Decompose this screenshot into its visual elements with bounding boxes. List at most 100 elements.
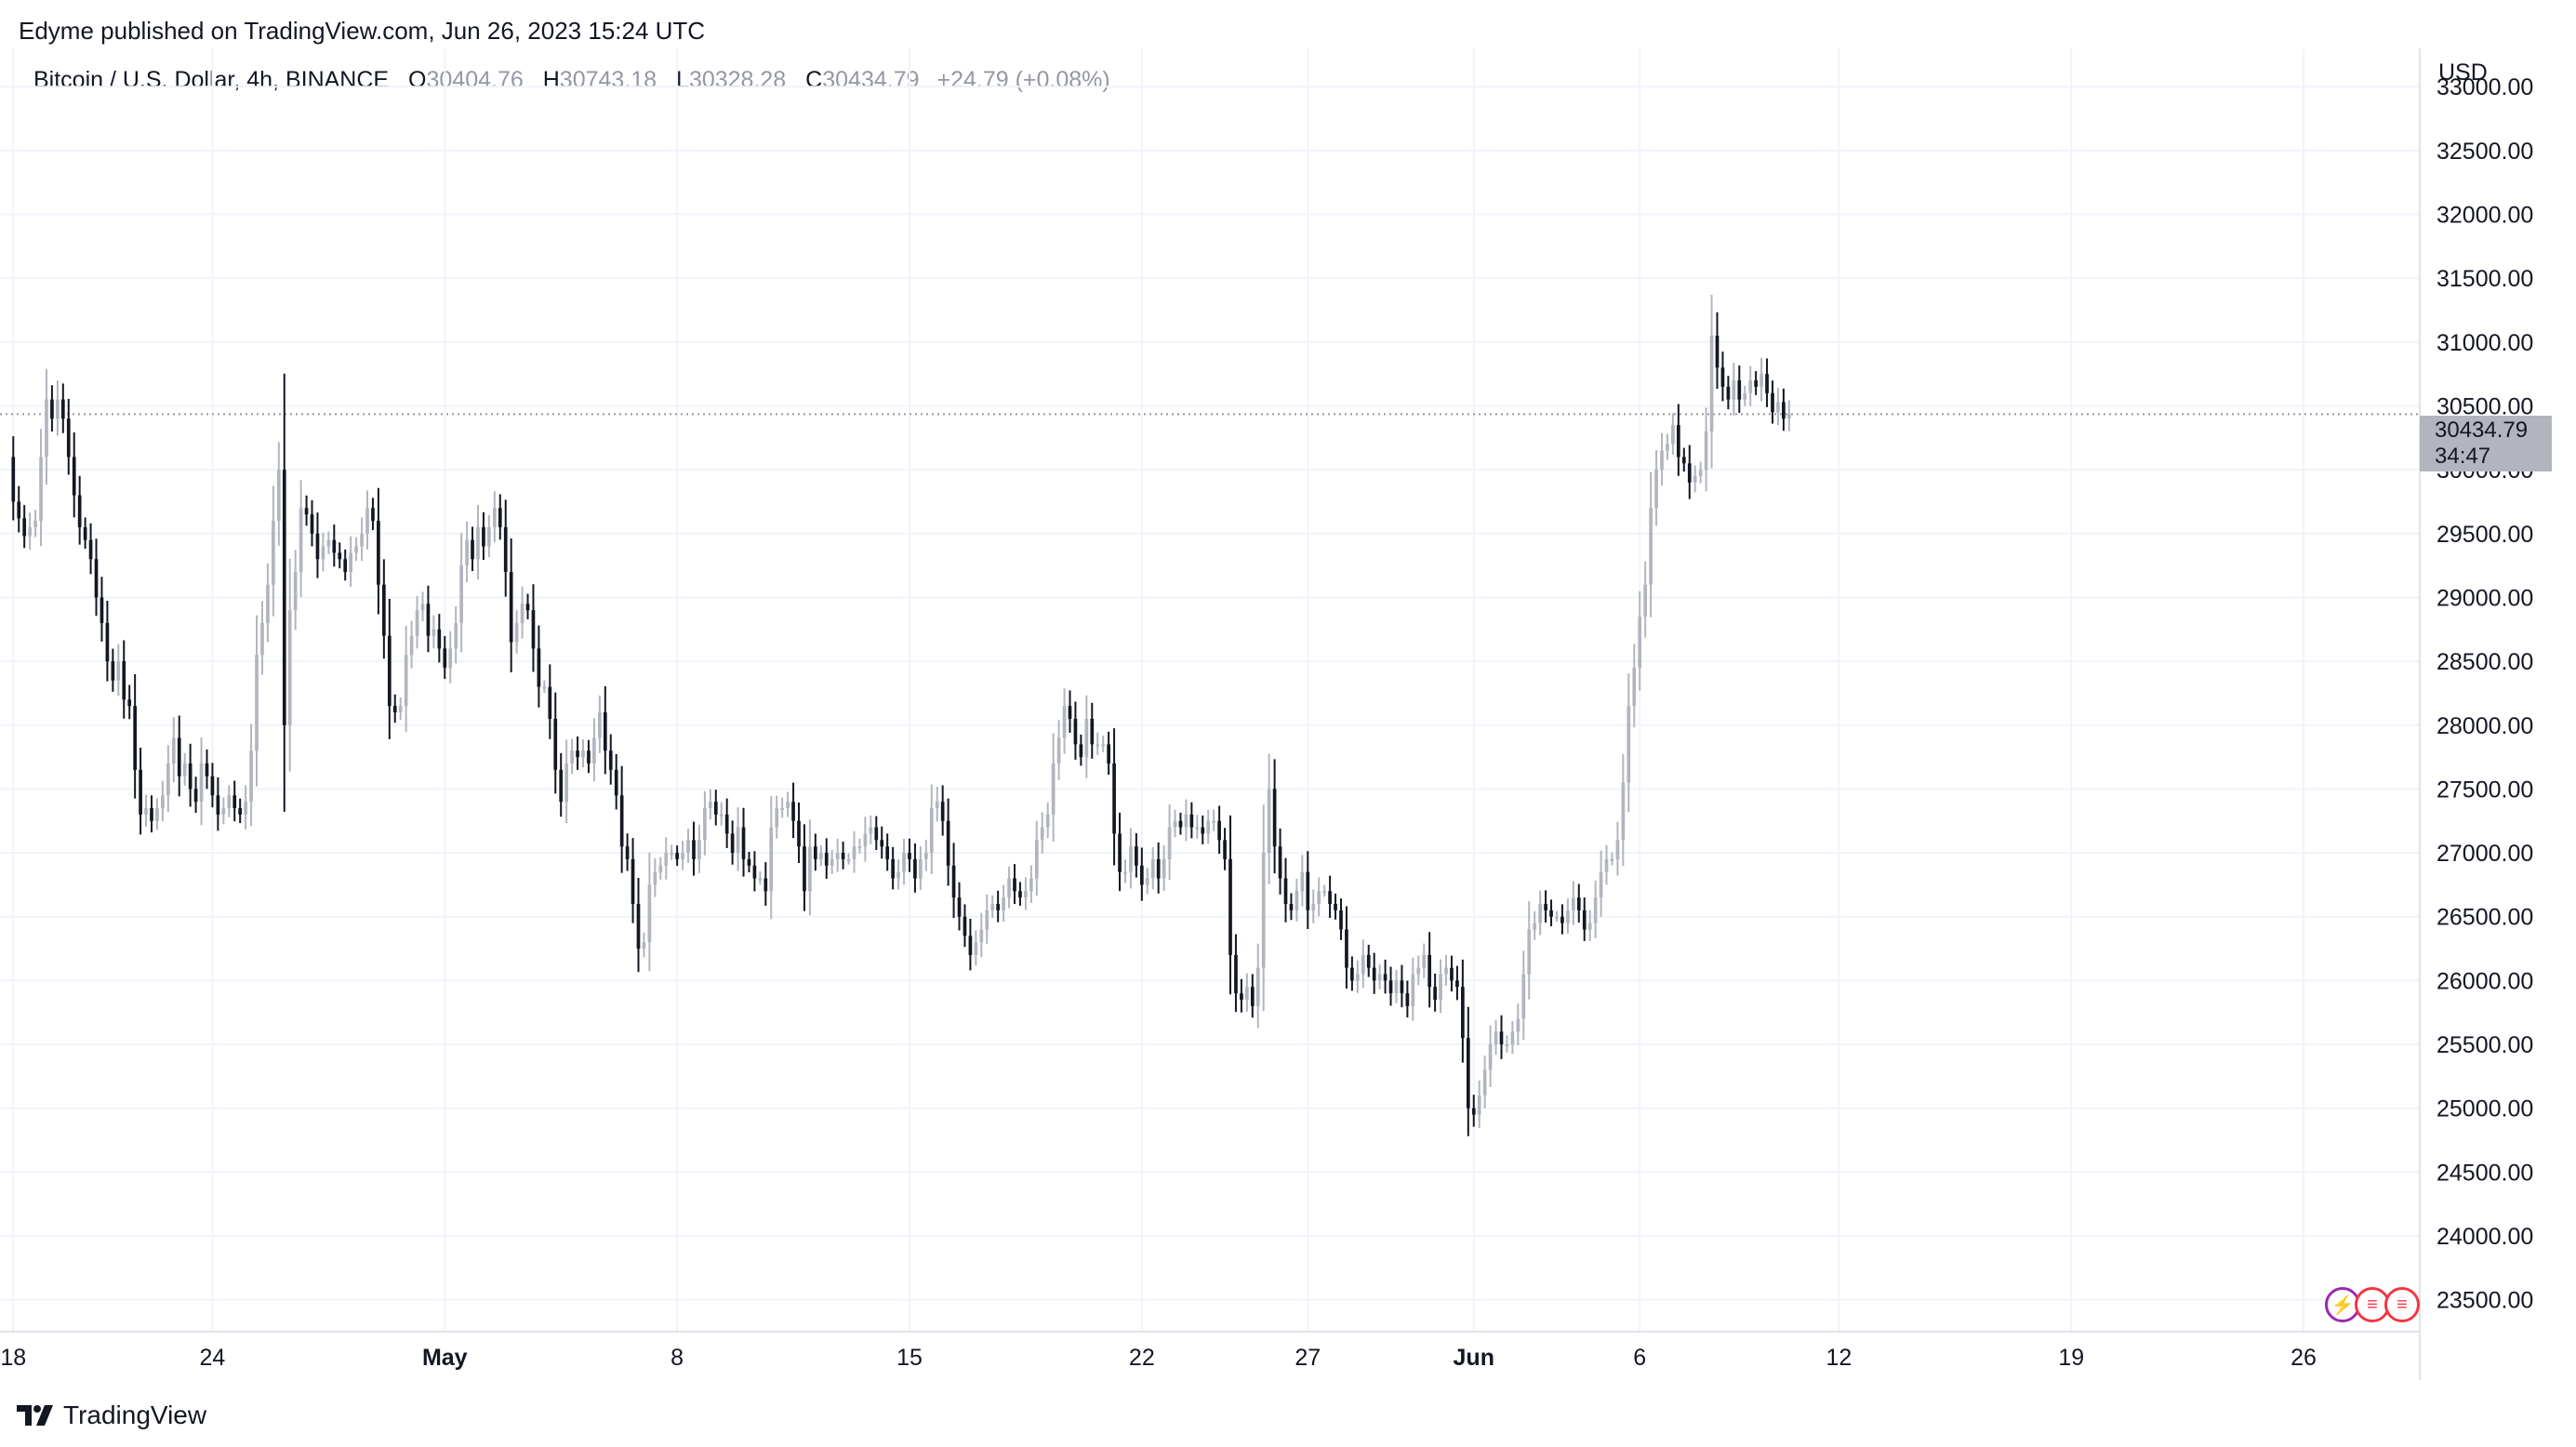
candle-body — [343, 559, 348, 572]
candle-body — [1433, 987, 1437, 1000]
candle-body — [697, 840, 701, 859]
candle-body — [1062, 706, 1067, 738]
candle-body — [1366, 954, 1371, 968]
candle-body — [940, 802, 945, 821]
candle-body — [471, 539, 474, 560]
candle-body — [625, 846, 630, 859]
candle-body — [1576, 897, 1581, 910]
close-value: 30434.79 — [822, 67, 920, 93]
candle-body — [1024, 891, 1028, 898]
last-price-value: 30434.79 — [2435, 418, 2529, 443]
candle-body — [647, 884, 652, 943]
candle-body — [1599, 871, 1603, 898]
candle-body — [1079, 744, 1083, 758]
candle-body — [1488, 1044, 1493, 1070]
chart-legend: Bitcoin / U.S. Dollar, 4h, BINANCE O3040… — [33, 67, 1110, 94]
candle-body — [681, 853, 684, 859]
candle-body — [1206, 820, 1211, 834]
candle-body — [1123, 871, 1127, 874]
candle-body — [1450, 967, 1454, 981]
candle-body — [415, 610, 419, 636]
candle-body — [1677, 425, 1680, 458]
candle-body — [1328, 891, 1332, 904]
candle-body — [238, 808, 243, 815]
candle-body — [1754, 380, 1758, 387]
candle-body — [1466, 1038, 1470, 1108]
candle-body — [780, 808, 785, 811]
candle-body — [503, 526, 508, 572]
candle-body — [244, 802, 247, 815]
candle-body — [1255, 967, 1260, 1006]
symbol-title[interactable]: Bitcoin / U.S. Dollar, 4h, BINANCE — [33, 67, 390, 93]
candle-body — [1162, 858, 1166, 879]
time-tick-label: 19 — [2058, 1345, 2084, 1371]
candle-body — [814, 846, 817, 859]
candle-body — [1698, 470, 1703, 476]
candle-body — [835, 853, 840, 859]
candle-body — [559, 769, 564, 803]
event-icons: ⚡ ≡ ≡ — [2325, 1287, 2420, 1322]
candle-body — [1566, 909, 1570, 923]
currency-label[interactable]: USD — [2438, 60, 2488, 86]
candle-body — [1704, 431, 1708, 471]
candle-body — [1593, 897, 1598, 923]
price-tick-label: 32500.00 — [2437, 139, 2533, 165]
candle-body — [1571, 897, 1575, 910]
candle-body — [670, 853, 674, 856]
candle-body — [155, 808, 159, 821]
candle-body — [769, 827, 774, 892]
candle-body — [1681, 457, 1686, 464]
candle-body — [1627, 706, 1631, 783]
candle-body — [448, 648, 453, 668]
candle-body — [338, 552, 342, 560]
price-tick-label: 25000.00 — [2437, 1096, 2533, 1122]
candle-body — [979, 929, 984, 943]
price-tick-label: 27000.00 — [2437, 841, 2533, 867]
candle-body — [94, 559, 99, 598]
candle-body — [216, 795, 220, 815]
candle-body — [891, 858, 895, 879]
candle-body — [266, 584, 270, 623]
price-tick-label: 33000.00 — [2437, 74, 2533, 100]
us-flag-icon-2[interactable]: ≡ — [2384, 1287, 2420, 1322]
bar-countdown: 34:47 — [2435, 444, 2491, 469]
candle-body — [857, 846, 862, 849]
candle-body — [968, 936, 973, 955]
candle-body — [1300, 871, 1305, 892]
candle-body — [703, 808, 707, 841]
candle-body — [818, 853, 823, 859]
candle-body — [272, 521, 275, 585]
candle-body — [1510, 1031, 1515, 1045]
candle-body — [1582, 909, 1587, 930]
candle-body — [315, 533, 320, 560]
candle-body — [786, 802, 790, 809]
price-tick-label: 30500.00 — [2437, 393, 2533, 419]
candle-body — [863, 833, 868, 847]
candle-body — [636, 904, 641, 949]
candle-body — [387, 635, 392, 707]
candle-body — [321, 546, 325, 560]
candle-body — [1521, 974, 1526, 1019]
candle-body — [293, 571, 298, 611]
candle-body — [896, 871, 900, 879]
candle-body — [360, 533, 364, 547]
candle-body — [686, 840, 690, 854]
candle-body — [50, 399, 54, 419]
candle-body — [874, 827, 879, 841]
candle-body — [1610, 858, 1614, 861]
candle-body — [548, 686, 552, 719]
candle-body — [664, 853, 669, 866]
candle-body — [465, 539, 469, 566]
candle-body — [1649, 508, 1653, 585]
candle-body — [509, 571, 513, 643]
candle-body — [852, 846, 856, 859]
candle-body — [1234, 954, 1238, 994]
candle-body — [1240, 993, 1243, 1000]
candle-body — [304, 508, 309, 515]
tradingview-brand[interactable]: TradingView — [17, 1400, 206, 1431]
candle-body — [282, 470, 286, 725]
candle-body — [205, 763, 209, 777]
candle-body — [1334, 904, 1337, 910]
candle-body — [326, 539, 331, 547]
